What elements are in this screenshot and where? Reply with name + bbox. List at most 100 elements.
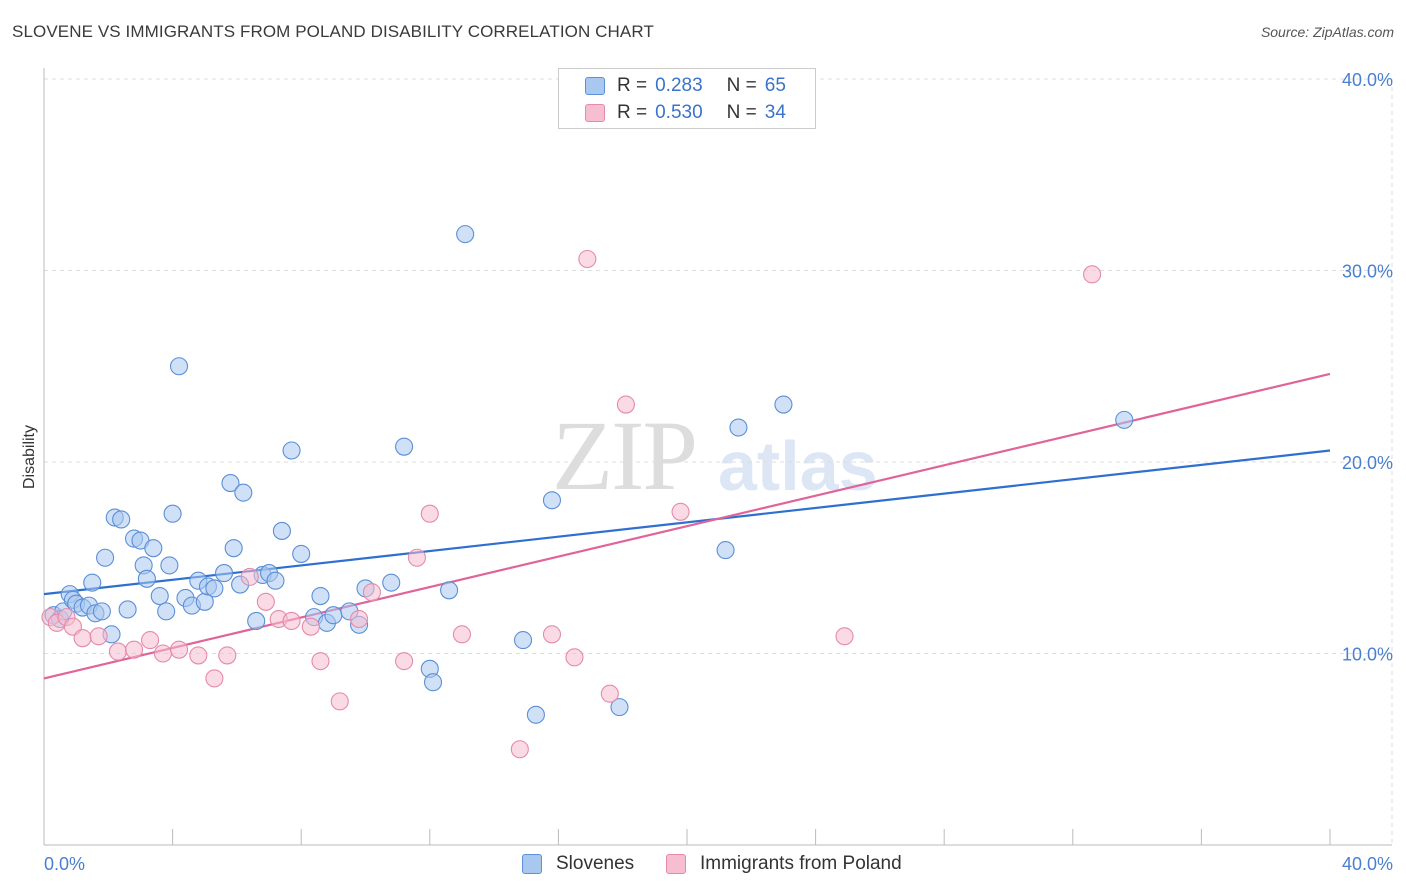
point-poland — [362, 583, 381, 602]
point-poland — [565, 648, 584, 667]
y-axis-title: Disability — [21, 425, 38, 489]
point-slovenes — [205, 579, 224, 598]
legend-n-label: N = — [726, 75, 757, 96]
point-slovenes — [169, 357, 189, 376]
point-slovenes — [423, 673, 443, 692]
legend-n-value: 65 — [764, 75, 786, 96]
point-slovenes — [440, 581, 459, 600]
point-poland — [395, 652, 414, 671]
point-poland — [153, 644, 173, 663]
point-slovenes — [234, 483, 253, 502]
chart-title: SLOVENE VS IMMIGRANTS FROM POLAND DISABI… — [12, 22, 654, 41]
point-poland — [169, 640, 189, 659]
point-slovenes — [112, 510, 131, 529]
point-slovenes — [137, 569, 156, 588]
point-poland — [256, 592, 275, 611]
point-poland — [301, 617, 320, 636]
y-tick-label: 10.0% — [1342, 645, 1393, 665]
watermark-atlas: atlas — [718, 427, 878, 505]
legend-n-label: N = — [726, 102, 757, 123]
point-poland — [452, 625, 472, 644]
point-slovenes — [729, 418, 748, 437]
trend-lines — [43, 372, 1331, 680]
point-poland — [600, 684, 619, 703]
bottom-swatch-slovenes — [522, 854, 542, 874]
trend-line-slovenes — [43, 449, 1331, 596]
point-slovenes — [1115, 410, 1134, 429]
point-slovenes — [716, 541, 735, 560]
legend-n-value: 34 — [764, 102, 786, 123]
point-poland — [671, 502, 690, 521]
point-poland — [311, 652, 330, 671]
point-slovenes — [157, 602, 176, 621]
y-tick-label: 20.0% — [1342, 453, 1393, 473]
point-slovenes — [96, 548, 115, 567]
bottom-legend-label-slovenes: Slovenes — [556, 853, 635, 874]
point-slovenes — [774, 395, 793, 414]
point-slovenes — [247, 611, 266, 630]
y-tick-label: 40.0% — [1342, 70, 1393, 90]
point-slovenes — [513, 631, 533, 650]
point-poland — [1083, 265, 1102, 284]
point-slovenes — [163, 504, 182, 523]
legend-swatch-poland — [585, 104, 605, 122]
point-poland — [407, 548, 426, 567]
legend-r-label: R = — [617, 75, 648, 96]
x-tick-label: 40.0% — [1342, 854, 1393, 874]
point-poland — [282, 611, 301, 630]
point-slovenes — [382, 573, 401, 592]
legend-row-slovenes: R = 0.283 N = 65 — [585, 74, 786, 98]
bottom-legend-poland: Immigrants from Poland — [666, 851, 902, 877]
point-poland — [89, 627, 108, 646]
point-poland — [420, 504, 439, 523]
point-poland — [542, 625, 562, 644]
point-slovenes — [272, 521, 291, 540]
axes — [43, 68, 1392, 846]
point-poland — [189, 646, 208, 665]
point-slovenes — [92, 602, 111, 621]
point-slovenes — [610, 698, 629, 717]
point-slovenes — [118, 600, 137, 619]
watermark-zip: ZIP — [552, 400, 698, 511]
legend-swatch-slovenes — [585, 77, 605, 95]
point-slovenes — [526, 705, 545, 724]
point-poland — [835, 627, 854, 646]
point-poland — [73, 629, 92, 648]
point-poland — [124, 640, 144, 659]
point-slovenes — [311, 586, 330, 606]
point-poland — [578, 249, 597, 269]
point-slovenes — [144, 539, 163, 558]
point-poland — [510, 740, 529, 759]
legend-r-value: 0.283 — [655, 75, 703, 96]
point-poland — [350, 609, 369, 629]
point-slovenes — [83, 573, 102, 592]
legend-r-value: 0.530 — [655, 102, 703, 123]
y-tick-label: 30.0% — [1342, 262, 1393, 282]
trend-line-poland — [43, 372, 1331, 680]
point-poland — [240, 567, 259, 586]
correlation-legend: R = 0.283 N = 65 R = 0.530 N = 34 — [558, 68, 816, 129]
point-slovenes — [150, 586, 169, 606]
point-slovenes — [160, 556, 179, 575]
tick-labels: 10.0% 20.0% 30.0% 40.0% 0.0% 40.0% Disability — [21, 70, 1393, 874]
bottom-swatch-poland — [666, 854, 686, 874]
point-slovenes — [266, 571, 285, 590]
bottom-legend-slovenes: Slovenes — [522, 851, 634, 877]
x-tick-label: 0.0% — [44, 854, 85, 874]
point-slovenes — [324, 606, 343, 625]
point-slovenes — [282, 441, 301, 460]
grid-lines — [44, 78, 1393, 845]
point-poland — [141, 631, 160, 650]
legend-row-poland: R = 0.530 N = 34 — [585, 101, 786, 125]
point-slovenes — [542, 491, 562, 510]
data-points — [41, 225, 1134, 759]
point-poland — [218, 646, 237, 665]
point-slovenes — [456, 225, 475, 244]
point-poland — [108, 642, 127, 661]
point-poland — [330, 692, 349, 711]
bottom-legend-label-poland: Immigrants from Poland — [700, 853, 902, 874]
point-poland — [616, 395, 635, 414]
legend-r-label: R = — [617, 102, 648, 123]
point-poland — [205, 669, 224, 688]
